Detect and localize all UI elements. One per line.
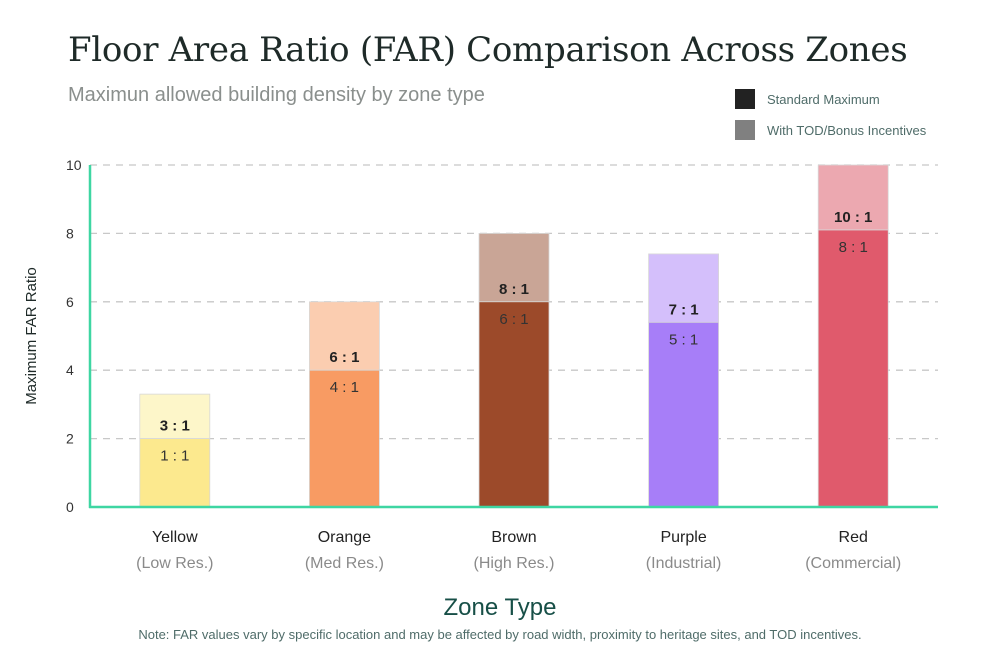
bar-standard-red <box>817 229 889 508</box>
footnote: Note: FAR values vary by specific locati… <box>138 627 862 642</box>
y-tick-label: 8 <box>66 225 74 241</box>
data-label-bonus: 6 : 1 <box>329 349 359 366</box>
x-tick-sublabel: (Low Res.) <box>136 555 213 572</box>
bar-standard-brown <box>478 301 550 508</box>
legend-item-standard: Standard Maximum <box>735 88 926 110</box>
axes: 0 2 4 6 8 10 Maximum FAR Ratio Zone Type <box>23 157 938 621</box>
legend-swatch-standard <box>735 89 755 109</box>
bar-bonus-brown <box>478 232 550 303</box>
x-tick-label: Brown <box>491 529 536 546</box>
x-tick-sublabel: (Industrial) <box>646 555 722 572</box>
x-tick-sublabel: (Med Res.) <box>305 555 384 572</box>
data-label-bonus: 8 : 1 <box>499 281 529 298</box>
bars <box>139 164 889 508</box>
data-label-standard: 5 : 1 <box>669 331 698 348</box>
bar-standard-yellow <box>139 438 211 508</box>
labels: 3 : 1 1 : 1 Yellow (Low Res.) 6 : 1 4 : 1 Oran… <box>136 209 901 572</box>
gridlines <box>90 164 938 440</box>
x-tick-label: Orange <box>318 529 371 546</box>
x-tick-sublabel: (High Res.) <box>474 555 555 572</box>
x-tick-label: Yellow <box>152 529 198 546</box>
x-tick-label: Red <box>839 529 868 546</box>
bar-bonus-yellow <box>139 393 211 440</box>
chart-title: Floor Area Ratio (FAR) Comparison Across… <box>68 30 908 70</box>
y-axis-title: Maximum FAR Ratio <box>23 267 40 405</box>
data-label-bonus: 7 : 1 <box>669 301 699 318</box>
data-label-standard: 8 : 1 <box>839 239 868 256</box>
x-tick-label: Purple <box>660 529 706 546</box>
y-tick-label: 6 <box>66 294 74 310</box>
y-tick-label: 4 <box>66 362 74 378</box>
data-label-bonus: 10 : 1 <box>834 209 872 226</box>
legend-item-bonus: With TOD/Bonus Incentives <box>735 119 926 141</box>
legend-swatch-bonus <box>735 120 755 140</box>
legend-label-bonus: With TOD/Bonus Incentives <box>767 122 927 138</box>
bar-bonus-red <box>817 164 889 231</box>
legend: Standard Maximum With TOD/Bonus Incentiv… <box>735 88 926 150</box>
y-tick-label: 0 <box>66 499 74 515</box>
y-tick-label: 2 <box>66 431 74 447</box>
x-tick-sublabel: (Commercial) <box>805 555 901 572</box>
x-axis-title: Zone Type <box>444 594 557 621</box>
y-tick-label: 10 <box>66 157 82 173</box>
data-label-standard: 4 : 1 <box>330 379 359 396</box>
chart-subtitle: Maximun allowed building density by zone… <box>68 84 485 106</box>
data-label-standard: 6 : 1 <box>499 311 528 328</box>
bar-standard-purple <box>648 321 719 508</box>
data-label-bonus: 3 : 1 <box>160 418 190 435</box>
legend-label-standard: Standard Maximum <box>767 91 880 107</box>
bar-bonus-orange <box>308 301 380 371</box>
data-label-standard: 1 : 1 <box>160 448 189 465</box>
